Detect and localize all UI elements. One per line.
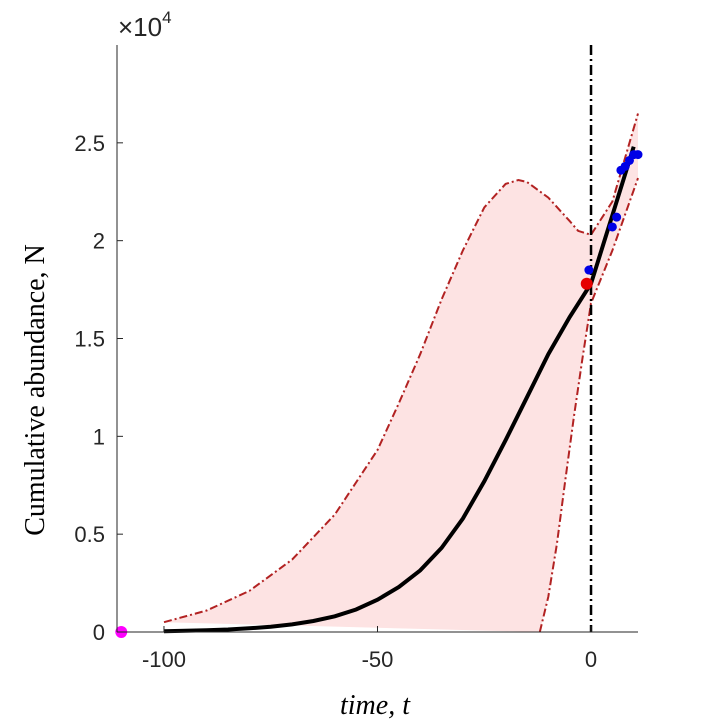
x-axis-label: time, t	[340, 690, 411, 721]
y-ticks: 0 0.5 1 1.5 2 2.5	[74, 131, 123, 645]
observation-point	[633, 150, 643, 160]
x-tick-label: 0	[585, 647, 597, 672]
observation-point	[612, 212, 622, 222]
fitted-curve	[163, 146, 636, 634]
y-tick-label: 1	[93, 424, 105, 449]
current-estimate-point	[580, 277, 593, 290]
y-axis-label: Cumulative abundance, N	[20, 244, 51, 536]
y-tick-label: 2.5	[74, 131, 105, 156]
x-ticks: -100 -50 0	[142, 626, 597, 672]
band-upper-bound-line	[163, 113, 639, 624]
confidence-band	[164, 113, 638, 632]
plot-area	[115, 45, 643, 638]
y-tick-label: 0	[93, 620, 105, 645]
x-tick-label: -50	[362, 647, 394, 672]
y-axis-multiplier: ×104	[118, 8, 172, 42]
observation-point	[607, 222, 617, 232]
y-tick-label: 0.5	[74, 522, 105, 547]
observation-point	[584, 265, 594, 275]
band-lower-bound-line	[538, 177, 639, 633]
y-tick-label: 2	[93, 229, 105, 254]
y-axis: 0 0.5 1 1.5 2 2.5	[74, 45, 123, 645]
x-axis: -100 -50 0	[117, 626, 638, 672]
x-tick-label: -100	[142, 647, 186, 672]
y-tick-label: 1.5	[74, 327, 105, 352]
